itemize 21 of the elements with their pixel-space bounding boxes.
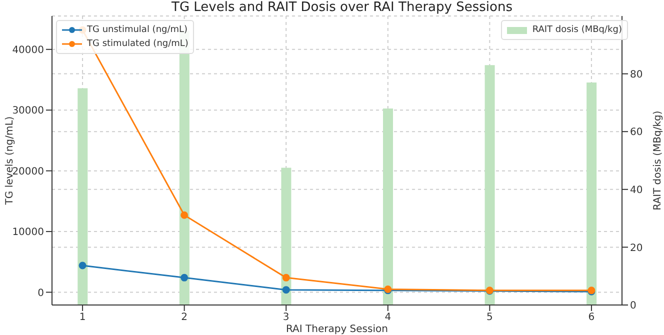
chart-title: TG Levels and RAIT Dosis over RAI Therapy Sessions: [170, 0, 514, 15]
x-tick-label: 2: [181, 312, 188, 324]
y2-tick-label: 80: [630, 69, 643, 80]
x-tick-label: 1: [79, 312, 86, 324]
y2-tick-label: 20: [630, 242, 643, 254]
legend-label: RAIT dosis (MBq/kg): [532, 25, 622, 35]
y-tick-label: 40000: [12, 44, 44, 56]
x-axis-title: RAI Therapy Session: [286, 324, 388, 335]
y-tick-label: 30000: [12, 106, 44, 117]
x-tick-label: 6: [588, 312, 595, 324]
x-tick-label: 4: [384, 312, 392, 324]
x-tick-label: 3: [282, 312, 290, 324]
y2-axis-title: RAIT dosis (MBq/kg): [652, 110, 664, 210]
y-tick-label: 10000: [12, 227, 44, 238]
y-tick-label: 0: [38, 288, 44, 299]
legend-label: TG unstimulal (ng/mL): [87, 25, 188, 35]
legend-label: TG stimulated (ng/mL): [87, 39, 188, 49]
y2-tick-label: 0: [630, 300, 636, 312]
y2-tick-label: 40: [630, 184, 643, 196]
x-tick-label: 5: [486, 312, 493, 324]
y2-tick-label: 60: [630, 127, 643, 138]
